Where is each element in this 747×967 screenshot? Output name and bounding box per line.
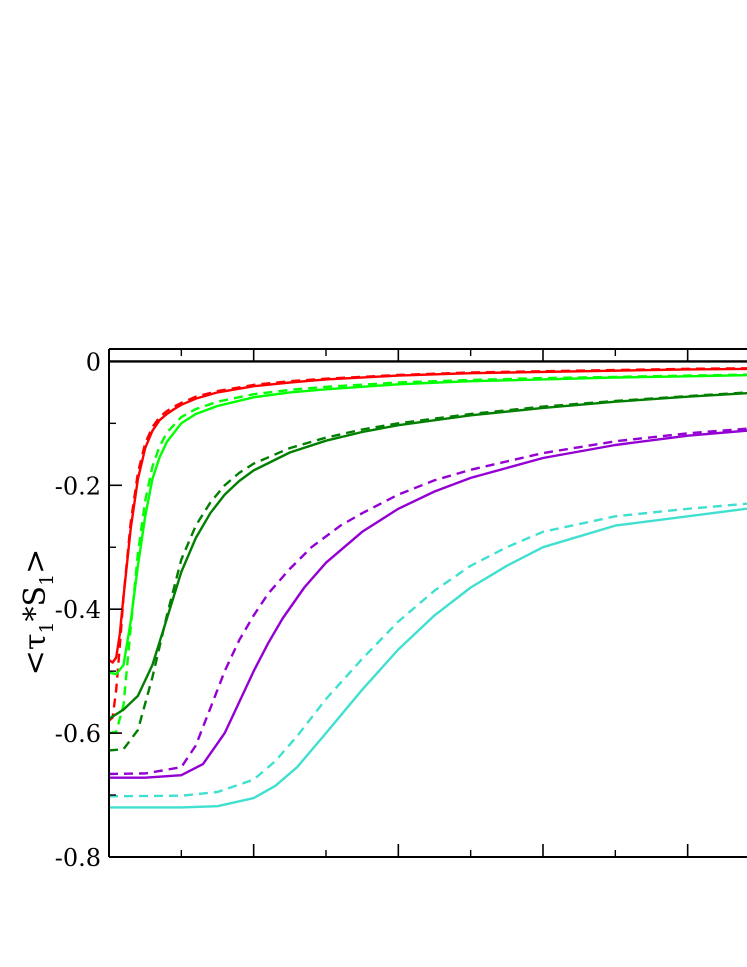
y-tick-label-0: 0 [86,348,101,376]
y-tick-label-3: -0.6 [55,720,101,748]
y-axis-title: <τ1*S1> [18,549,58,676]
y-tick-label-2: -0.4 [55,596,101,624]
series-line-1 [108,367,747,664]
series-line-9 [109,507,747,809]
series-line-5 [108,391,747,720]
series-line-8 [108,427,747,776]
series-line-10 [108,502,747,798]
series-line-7 [109,429,747,779]
series-line-2 [108,367,747,722]
y-tick-label-4: -0.8 [55,844,101,872]
axes-layer [108,348,747,858]
series-line-6 [108,391,747,752]
labels-layer: 0 -0.2 -0.4 -0.6 -0.8 [55,348,101,872]
series-line-4 [108,373,747,735]
series-layer [108,360,747,809]
y-tick-label-1: -0.2 [55,472,101,500]
